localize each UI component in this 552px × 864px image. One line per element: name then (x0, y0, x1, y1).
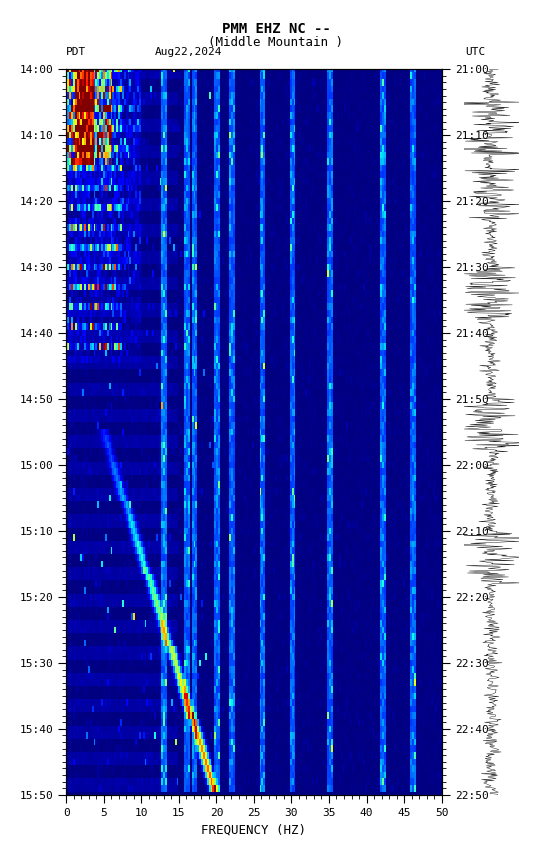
Text: PDT: PDT (66, 47, 87, 57)
Text: Aug22,2024: Aug22,2024 (155, 47, 222, 57)
Text: PMM EHZ NC --: PMM EHZ NC -- (221, 22, 331, 35)
Text: UTC: UTC (465, 47, 486, 57)
Text: (Middle Mountain ): (Middle Mountain ) (209, 36, 343, 49)
X-axis label: FREQUENCY (HZ): FREQUENCY (HZ) (201, 823, 306, 836)
